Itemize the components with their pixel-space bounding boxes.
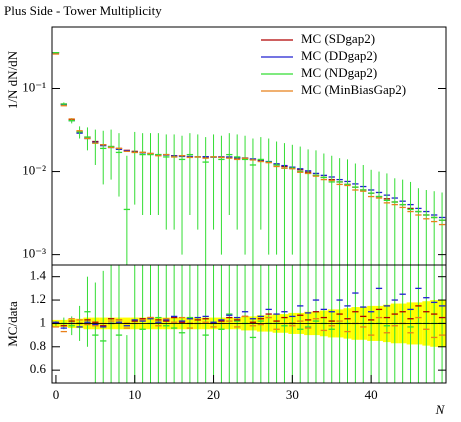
legend-label: MC (NDgap2) (301, 65, 377, 80)
y-tick-label: 1.2 (30, 291, 46, 306)
plot-area (52, 52, 446, 265)
ratio-y-axis-label: MC/data (5, 301, 20, 347)
x-tick-label: 20 (207, 387, 220, 402)
y-tick-label: 0.6 (30, 361, 47, 376)
y-axis-label: 1/N dN/dN (5, 50, 20, 109)
y-tick-label: 1.4 (30, 268, 47, 283)
x-tick-label: 30 (286, 387, 299, 402)
x-tick-label: 40 (365, 387, 378, 402)
x-tick-label: 0 (53, 387, 60, 402)
x-axis-label: N (435, 402, 446, 417)
x-tick-label: 10 (128, 387, 141, 402)
y-tick-label: 10⁻² (22, 163, 46, 178)
y-tick-label: 10⁻³ (22, 246, 46, 261)
legend-label: MC (MinBiasGap2) (301, 82, 406, 97)
legend-label: MC (SDgap2) (301, 31, 375, 46)
plot-area (52, 265, 446, 383)
legend-label: MC (DDgap2) (301, 48, 377, 63)
chart-title: Plus Side - Tower Multiplicity (4, 3, 162, 18)
frame (51, 264, 447, 384)
y-tick-label: 10⁻¹ (22, 79, 46, 94)
y-tick-label: 1 (40, 314, 47, 329)
y-tick-label: 0.8 (30, 338, 46, 353)
